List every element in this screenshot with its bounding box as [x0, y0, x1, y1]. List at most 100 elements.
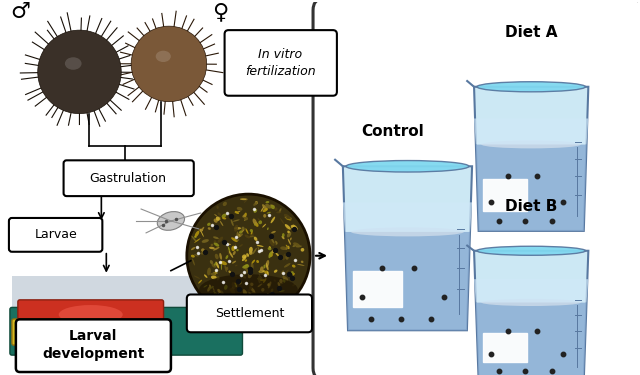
Ellipse shape — [213, 291, 218, 295]
Ellipse shape — [196, 246, 198, 249]
Ellipse shape — [250, 233, 253, 237]
Ellipse shape — [225, 265, 227, 272]
Ellipse shape — [252, 248, 257, 255]
Ellipse shape — [275, 241, 278, 244]
Ellipse shape — [213, 247, 220, 250]
Ellipse shape — [231, 237, 237, 242]
Polygon shape — [474, 118, 588, 144]
Ellipse shape — [244, 235, 250, 238]
Ellipse shape — [220, 261, 227, 265]
Text: Settlement: Settlement — [215, 307, 284, 320]
Ellipse shape — [244, 259, 247, 262]
Ellipse shape — [236, 249, 239, 251]
Ellipse shape — [250, 229, 253, 232]
Ellipse shape — [301, 248, 304, 252]
Circle shape — [38, 30, 121, 114]
Ellipse shape — [262, 224, 266, 228]
Ellipse shape — [271, 249, 276, 254]
Ellipse shape — [254, 301, 259, 304]
Ellipse shape — [248, 292, 252, 298]
Ellipse shape — [207, 286, 211, 292]
Ellipse shape — [243, 214, 246, 217]
Ellipse shape — [214, 262, 216, 266]
Ellipse shape — [194, 236, 196, 238]
Ellipse shape — [230, 219, 234, 226]
Ellipse shape — [265, 297, 268, 300]
Ellipse shape — [252, 260, 255, 264]
Ellipse shape — [250, 286, 255, 292]
Ellipse shape — [213, 236, 219, 239]
Ellipse shape — [255, 222, 259, 227]
Ellipse shape — [243, 289, 247, 296]
Ellipse shape — [243, 272, 246, 275]
Ellipse shape — [254, 303, 255, 307]
Ellipse shape — [244, 303, 248, 309]
Ellipse shape — [237, 296, 243, 298]
Ellipse shape — [268, 282, 271, 288]
Ellipse shape — [252, 291, 256, 294]
Ellipse shape — [284, 214, 291, 219]
Ellipse shape — [280, 246, 287, 250]
FancyBboxPatch shape — [63, 160, 194, 196]
Ellipse shape — [227, 249, 229, 256]
Ellipse shape — [242, 274, 246, 279]
Ellipse shape — [282, 233, 285, 237]
Ellipse shape — [282, 236, 285, 239]
Ellipse shape — [231, 295, 235, 298]
Ellipse shape — [260, 282, 264, 285]
Ellipse shape — [156, 51, 171, 62]
Ellipse shape — [257, 284, 262, 287]
Ellipse shape — [220, 221, 223, 226]
Ellipse shape — [301, 261, 303, 263]
Ellipse shape — [204, 285, 207, 288]
Ellipse shape — [200, 227, 204, 232]
Ellipse shape — [250, 283, 253, 286]
Ellipse shape — [477, 246, 586, 255]
Ellipse shape — [234, 282, 236, 286]
Ellipse shape — [243, 291, 247, 294]
Ellipse shape — [286, 218, 291, 220]
Circle shape — [187, 194, 310, 317]
Ellipse shape — [235, 265, 237, 266]
Ellipse shape — [210, 260, 213, 264]
Ellipse shape — [242, 256, 246, 261]
Ellipse shape — [232, 282, 236, 289]
Ellipse shape — [194, 254, 198, 257]
Ellipse shape — [244, 217, 248, 220]
Ellipse shape — [267, 293, 269, 295]
Ellipse shape — [214, 242, 220, 247]
Ellipse shape — [249, 282, 252, 290]
Ellipse shape — [291, 225, 295, 230]
Ellipse shape — [201, 248, 205, 252]
Ellipse shape — [249, 251, 253, 255]
Text: Diet B: Diet B — [505, 198, 557, 213]
Ellipse shape — [221, 263, 222, 270]
Ellipse shape — [237, 207, 243, 211]
Ellipse shape — [234, 225, 238, 232]
Text: In vitro
fertilization: In vitro fertilization — [245, 48, 316, 78]
Ellipse shape — [214, 240, 216, 243]
Ellipse shape — [201, 252, 205, 255]
Ellipse shape — [284, 263, 291, 267]
Ellipse shape — [259, 220, 262, 224]
Ellipse shape — [292, 225, 298, 230]
Ellipse shape — [285, 270, 289, 274]
Ellipse shape — [274, 270, 278, 273]
Ellipse shape — [214, 219, 218, 223]
Ellipse shape — [270, 204, 275, 207]
Ellipse shape — [260, 266, 264, 272]
Text: ♂: ♂ — [10, 2, 30, 22]
Ellipse shape — [228, 247, 230, 253]
Ellipse shape — [191, 236, 196, 242]
Ellipse shape — [287, 231, 290, 233]
Ellipse shape — [242, 230, 244, 232]
Ellipse shape — [251, 262, 253, 270]
Ellipse shape — [216, 216, 220, 221]
Ellipse shape — [275, 252, 280, 257]
Ellipse shape — [228, 270, 231, 273]
Ellipse shape — [198, 280, 202, 284]
FancyBboxPatch shape — [16, 320, 171, 372]
Ellipse shape — [283, 278, 285, 283]
Ellipse shape — [229, 251, 233, 258]
Ellipse shape — [195, 231, 200, 237]
